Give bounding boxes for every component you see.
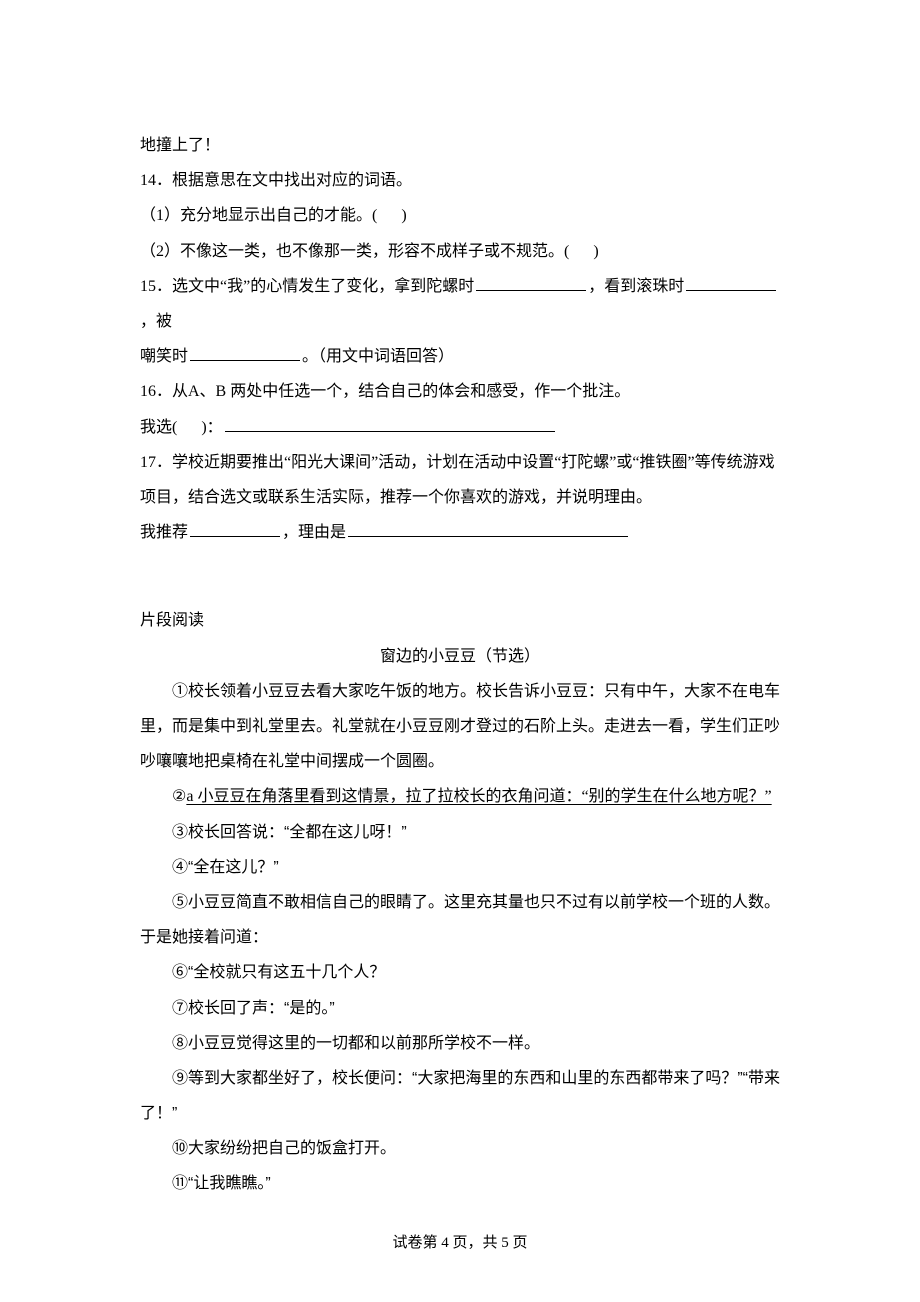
line-continuation: 地撞上了！ [140, 128, 780, 163]
q15-line2: 嘲笑时 。（用文中词语回答） [140, 339, 780, 374]
para-3: ③校长回答说：“全都在这儿呀！” [140, 815, 780, 850]
blank [348, 520, 628, 537]
para-4: ④“全在这儿？” [140, 850, 780, 885]
q14: 14．根据意思在文中找出对应的词语。 [140, 163, 780, 198]
blank [476, 274, 586, 291]
q17-line2: 项目，结合选文或联系生活实际，推荐一个你喜欢的游戏，并说明理由。 [140, 480, 780, 515]
q15-e: 。（用文中词语回答） [302, 348, 454, 365]
para-text: ⑪“让我瞧瞧。” [172, 1175, 271, 1192]
para-text: ①校长领着小豆豆去看大家吃午饭的地方。校长告诉小豆豆：只有中午，大家不在电车里，… [140, 683, 780, 770]
para-text: ⑨等到大家都坐好了，校长便问：“大家把海里的东西和山里的东西都带来了吗？”“带来… [140, 1070, 780, 1122]
para-text: ③校长回答说：“全都在这儿呀！” [172, 824, 407, 841]
q16-a: 我选( [140, 419, 177, 436]
q15-d: 嘲笑时 [140, 348, 188, 365]
q16-answer: 我选( )： [140, 410, 780, 445]
q15-b: ，看到滚珠时 [588, 278, 684, 295]
para-text: ⑥“全校就只有这五十几个人？ [172, 964, 385, 981]
blank [190, 520, 280, 537]
q16: 16．从A、B 两处中任选一个，结合自己的体会和感受，作一个批注。 [140, 374, 780, 409]
q17-line1: 17．学校近期要推出“阳光大课间”活动，计划在活动中设置“打陀螺”或“推铁圈”等… [140, 445, 780, 480]
blank [686, 274, 776, 291]
q17-c: 我推荐 [140, 524, 188, 541]
para-5: ⑤小豆豆简直不敢相信自己的眼睛了。这里充其量也只不过有以前学校一个班的人数。于是… [140, 885, 780, 955]
para-1: ①校长领着小豆豆去看大家吃午饭的地方。校长告诉小豆豆：只有中午，大家不在电车里，… [140, 674, 780, 780]
para-10: ⑩大家纷纷把自己的饭盒打开。 [140, 1131, 780, 1166]
q15-a: 15．选文中“我”的心情发生了变化，拿到陀螺时 [140, 278, 474, 295]
q14-2-text: （2）不像这一类，也不像那一类，形容不成样子或不规范。( [140, 243, 569, 260]
spacer [140, 568, 780, 603]
q15-line1: 15．选文中“我”的心情发生了变化，拿到陀螺时 ，看到滚珠时 ，被 [140, 269, 780, 339]
q17-d: ，理由是 [282, 524, 346, 541]
para-6: ⑥“全校就只有这五十几个人？ [140, 955, 780, 990]
para-8: ⑧小豆豆觉得这里的一切都和以前那所学校不一样。 [140, 1026, 780, 1061]
page-footer: 试卷第 4 页，共 5 页 [0, 1227, 920, 1260]
para-7: ⑦校长回了声：“是的。” [140, 991, 780, 1026]
q17-answer: 我推荐 ，理由是 [140, 515, 780, 550]
q14-1-text: （1）充分地显示出自己的才能。( [140, 207, 377, 224]
para-text: ⑤小豆豆简直不敢相信自己的眼睛了。这里充其量也只不过有以前学校一个班的人数。于是… [140, 894, 780, 946]
passage-title: 窗边的小豆豆（节选） [140, 639, 780, 674]
para-text: ④“全在这儿？” [172, 859, 279, 876]
q14-2-close: ) [593, 243, 598, 260]
para-text: ⑦校长回了声：“是的。” [172, 1000, 335, 1017]
para-text: ⑩大家纷纷把自己的饭盒打开。 [172, 1140, 396, 1157]
q14-sub1: （1）充分地显示出自己的才能。( ) [140, 198, 780, 233]
blank [190, 344, 300, 361]
para-2-underline: a 小豆豆在角落里看到这情景，拉了拉校长的衣角问道：“别的学生在什么地方呢？” [186, 788, 771, 805]
para-2: ②a 小豆豆在角落里看到这情景，拉了拉校长的衣角问道：“别的学生在什么地方呢？” [140, 779, 780, 814]
q15-c: ，被 [140, 313, 172, 330]
blank [225, 415, 555, 432]
para-9: ⑨等到大家都坐好了，校长便问：“大家把海里的东西和山里的东西都带来了吗？”“带来… [140, 1061, 780, 1131]
q14-1-close: ) [401, 207, 406, 224]
page: 地撞上了！ 14．根据意思在文中找出对应的词语。 （1）充分地显示出自己的才能。… [0, 0, 920, 1302]
section-label: 片段阅读 [140, 603, 780, 638]
q16-b: )： [201, 419, 222, 436]
para-11: ⑪“让我瞧瞧。” [140, 1166, 780, 1201]
q14-sub2: （2）不像这一类，也不像那一类，形容不成样子或不规范。( ) [140, 234, 780, 269]
para-num: ② [172, 788, 186, 805]
para-text: ⑧小豆豆觉得这里的一切都和以前那所学校不一样。 [172, 1035, 540, 1052]
